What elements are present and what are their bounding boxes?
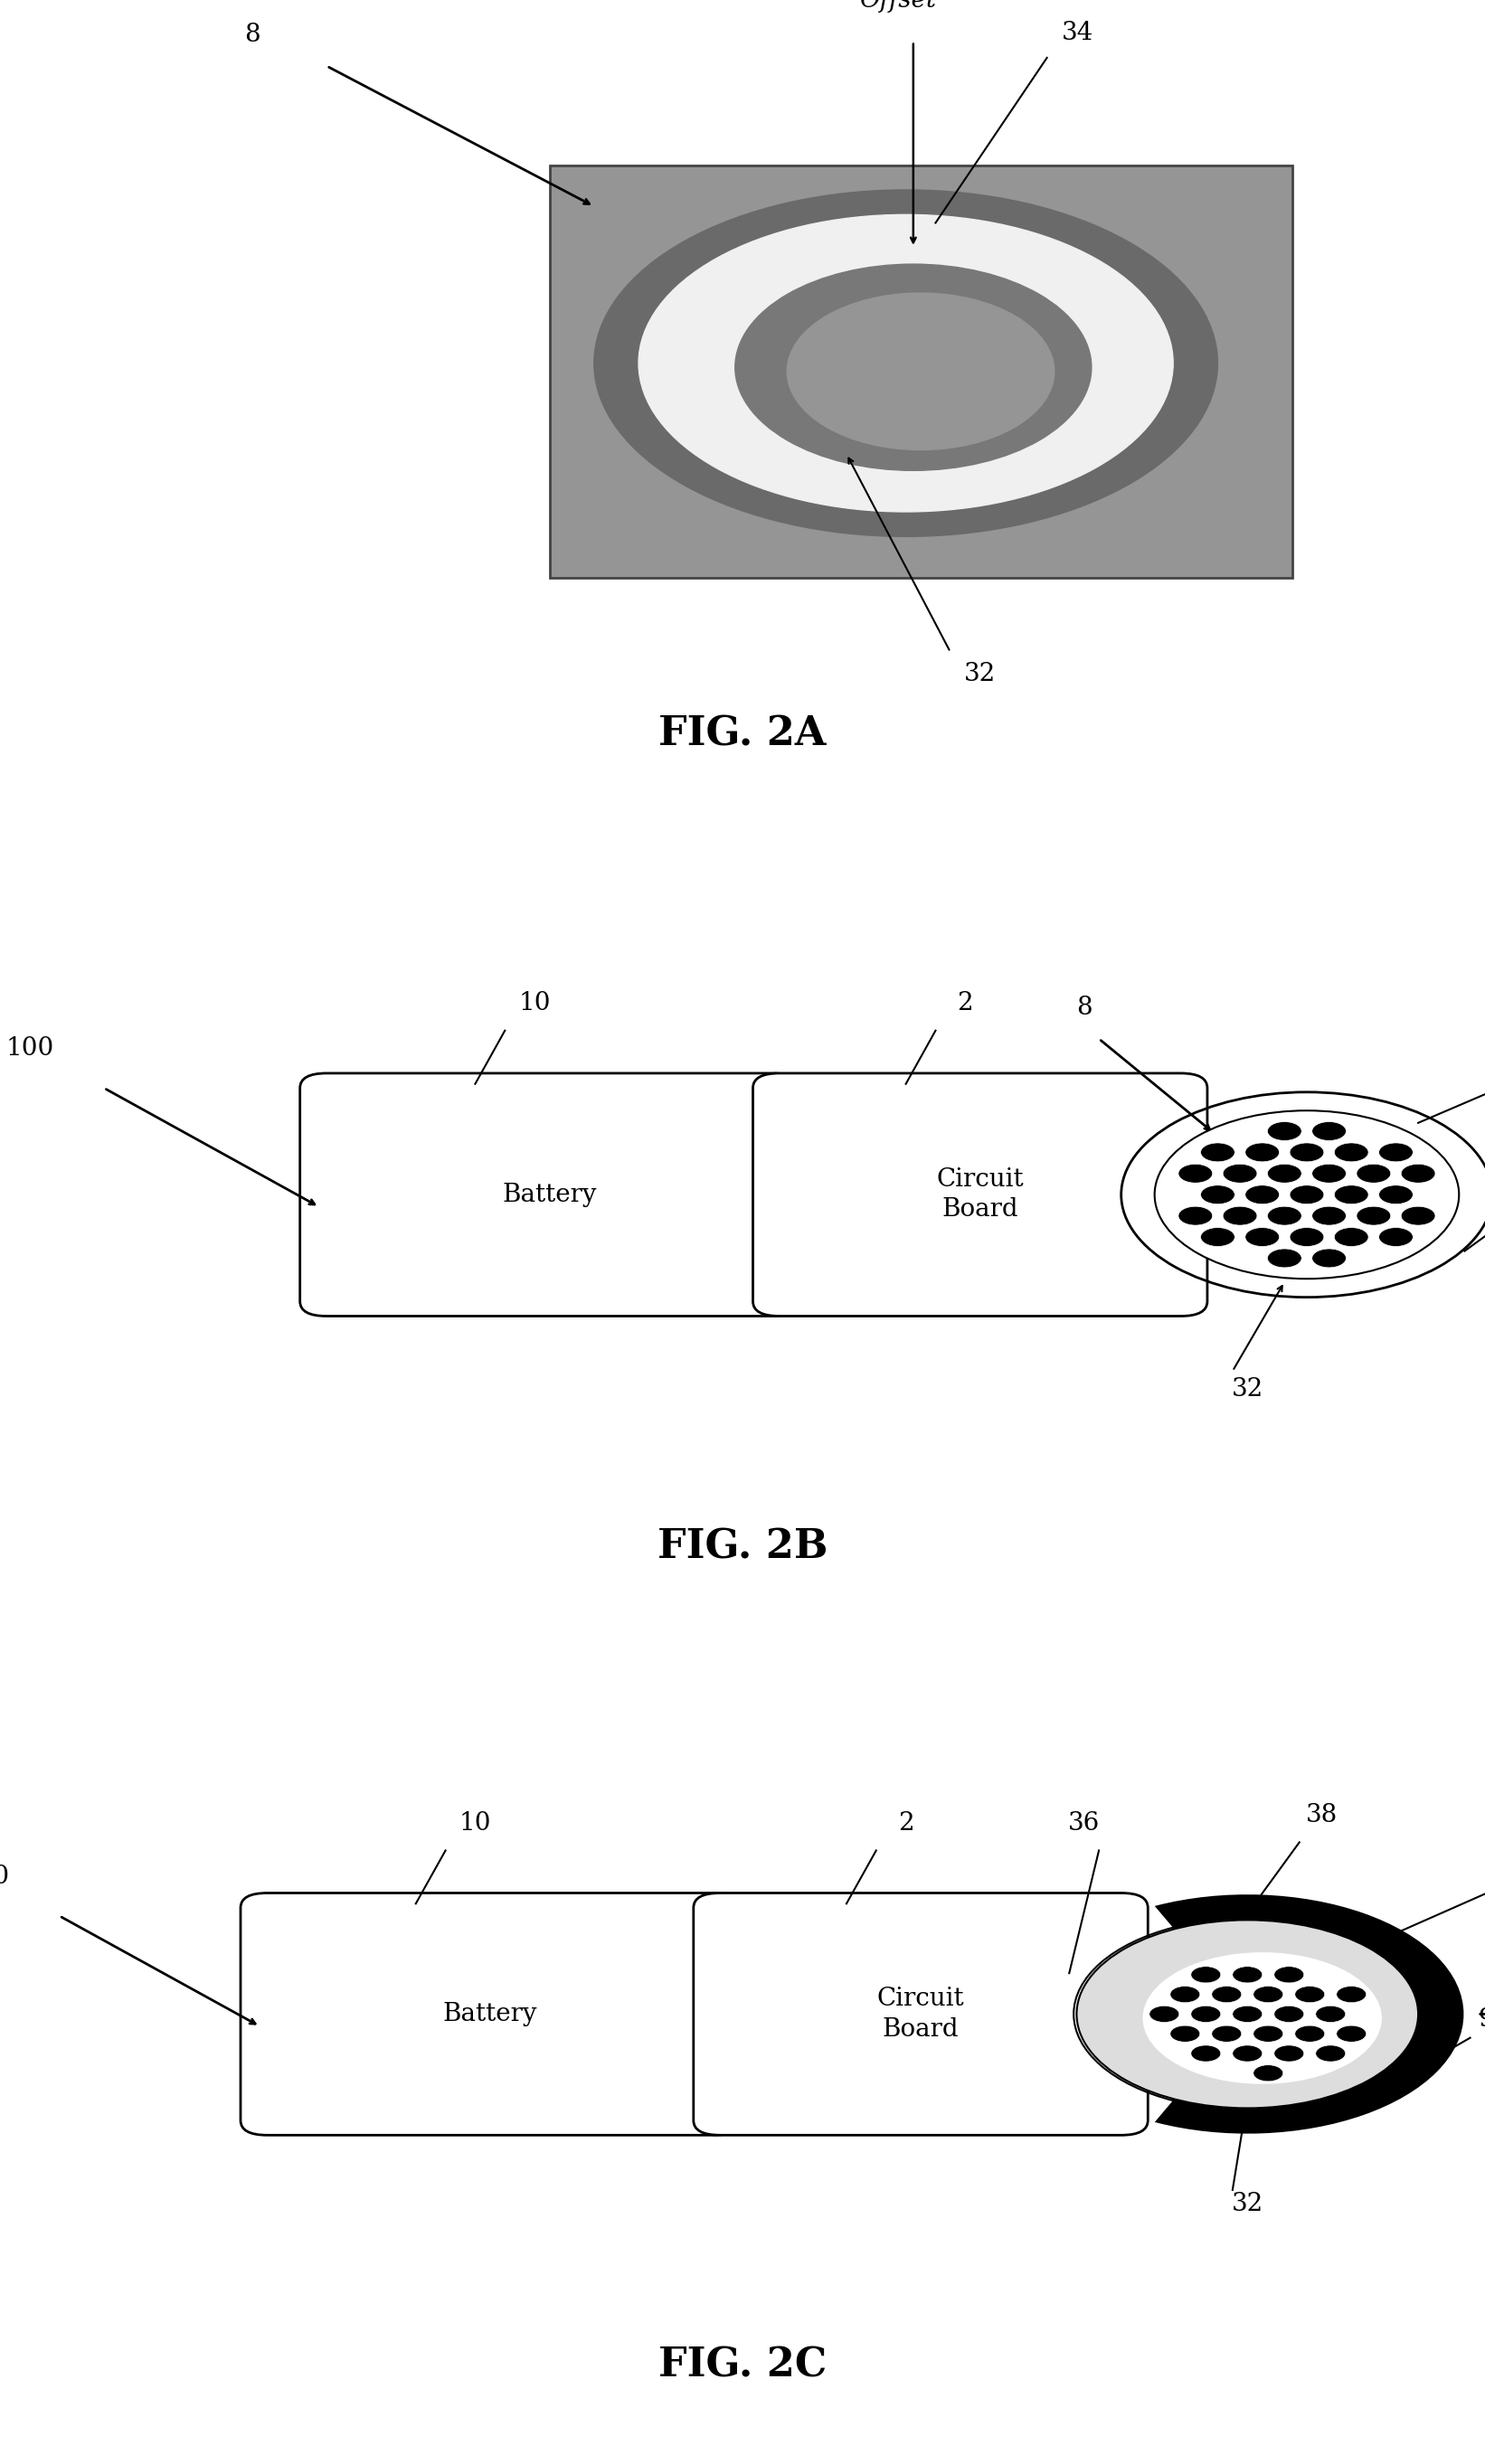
Circle shape [1274, 2045, 1304, 2062]
Circle shape [1233, 2006, 1262, 2023]
Text: 32: 32 [964, 663, 996, 687]
Circle shape [1289, 1227, 1325, 1247]
Circle shape [1336, 1986, 1366, 2003]
Circle shape [1380, 1227, 1414, 1247]
Circle shape [1170, 1986, 1200, 2003]
FancyBboxPatch shape [300, 1074, 799, 1316]
FancyBboxPatch shape [241, 1892, 740, 2136]
Text: 10: 10 [459, 1811, 492, 1836]
Circle shape [1191, 1966, 1221, 1984]
FancyBboxPatch shape [693, 1892, 1148, 2136]
Circle shape [1380, 1185, 1414, 1205]
Circle shape [1143, 1951, 1383, 2085]
Circle shape [1313, 1121, 1347, 1141]
Circle shape [1274, 1966, 1304, 1984]
Circle shape [1316, 2006, 1345, 2023]
Text: 32: 32 [1231, 1377, 1264, 1402]
Text: Circuit
Board: Circuit Board [878, 1986, 964, 2040]
Circle shape [1316, 2045, 1345, 2062]
Circle shape [1268, 1249, 1302, 1266]
Circle shape [1268, 1121, 1302, 1141]
Circle shape [1253, 2025, 1283, 2043]
Text: 200: 200 [0, 1865, 9, 1887]
Circle shape [1244, 1185, 1280, 1205]
Circle shape [1313, 1163, 1347, 1183]
Circle shape [1295, 2025, 1325, 2043]
Circle shape [1233, 2045, 1262, 2062]
Circle shape [1268, 1207, 1302, 1225]
Text: Battery: Battery [443, 2001, 538, 2025]
Circle shape [1335, 1227, 1369, 1247]
Text: 9: 9 [1478, 2008, 1485, 2030]
Circle shape [1179, 1207, 1213, 1225]
Circle shape [1191, 2045, 1221, 2062]
Text: FIG. 2C: FIG. 2C [658, 2346, 827, 2385]
Text: 2: 2 [958, 991, 973, 1015]
Circle shape [1253, 2065, 1283, 2082]
Circle shape [1357, 1207, 1391, 1225]
Circle shape [1335, 1185, 1369, 1205]
Circle shape [1201, 1143, 1236, 1161]
Circle shape [1357, 1163, 1391, 1183]
Circle shape [1402, 1207, 1436, 1225]
Circle shape [1313, 1207, 1347, 1225]
Circle shape [1224, 1207, 1258, 1225]
Text: 10: 10 [518, 991, 551, 1015]
Text: 2: 2 [898, 1811, 913, 1836]
Circle shape [1380, 1143, 1414, 1161]
Text: 38: 38 [1305, 1804, 1338, 1828]
Text: FIG. 2A: FIG. 2A [659, 715, 826, 754]
Text: 36: 36 [1068, 1811, 1100, 1836]
Circle shape [1253, 1986, 1283, 2003]
Text: 8: 8 [245, 22, 260, 47]
Ellipse shape [787, 293, 1054, 451]
Circle shape [1212, 1986, 1241, 2003]
Circle shape [1179, 1163, 1213, 1183]
Ellipse shape [735, 264, 1091, 471]
Circle shape [1191, 2006, 1221, 2023]
Text: Battery: Battery [502, 1183, 597, 1207]
Circle shape [1289, 1143, 1325, 1161]
Bar [549, 165, 1292, 577]
Circle shape [1268, 1163, 1302, 1183]
Circle shape [1336, 2025, 1366, 2043]
Circle shape [1224, 1163, 1258, 1183]
Text: 100: 100 [6, 1037, 53, 1060]
Text: 8: 8 [1077, 995, 1091, 1020]
Ellipse shape [594, 190, 1218, 537]
Text: 34: 34 [1062, 20, 1093, 44]
Circle shape [1201, 1227, 1236, 1247]
Circle shape [1233, 1966, 1262, 1984]
Circle shape [1274, 2006, 1304, 2023]
Text: Circuit
Board: Circuit Board [937, 1168, 1023, 1222]
Circle shape [1155, 1111, 1460, 1279]
Circle shape [1212, 2025, 1241, 2043]
Circle shape [1335, 1143, 1369, 1161]
Text: Offset: Offset [860, 0, 937, 12]
Circle shape [1170, 2025, 1200, 2043]
Circle shape [1244, 1227, 1280, 1247]
Wedge shape [1157, 1895, 1463, 2134]
Circle shape [1295, 1986, 1325, 2003]
Circle shape [1149, 2006, 1179, 2023]
Circle shape [1244, 1143, 1280, 1161]
Circle shape [1077, 1919, 1418, 2109]
Circle shape [1313, 1249, 1347, 1266]
Text: FIG. 2B: FIG. 2B [658, 1528, 827, 1567]
Circle shape [1402, 1163, 1436, 1183]
Ellipse shape [639, 214, 1173, 513]
FancyBboxPatch shape [753, 1074, 1207, 1316]
Text: 32: 32 [1231, 2190, 1264, 2215]
Circle shape [1289, 1185, 1325, 1205]
Circle shape [1201, 1185, 1236, 1205]
